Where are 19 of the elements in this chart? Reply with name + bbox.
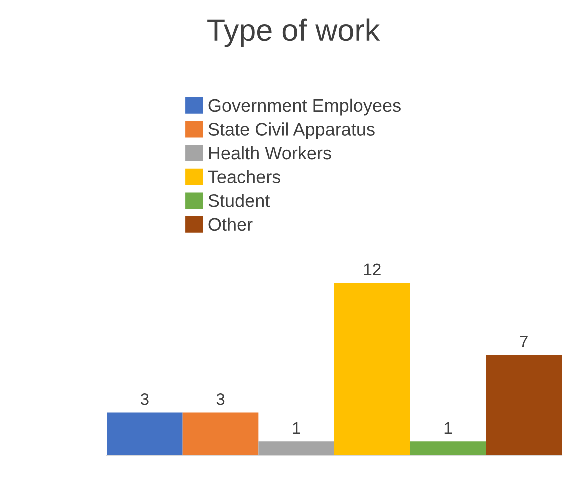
- legend-label: State Civil Apparatus: [208, 122, 375, 140]
- data-label: 1: [444, 422, 452, 434]
- bar: [410, 442, 486, 456]
- legend-label: Government Employees: [208, 98, 401, 116]
- bar: [486, 355, 562, 456]
- chart-title: Type of work: [208, 18, 380, 48]
- legend-label: Health Workers: [209, 146, 332, 160]
- bar: [107, 412, 183, 456]
- data-label: 3: [140, 393, 149, 406]
- data-label: 3: [216, 393, 225, 406]
- legend-label: Teachers: [208, 170, 281, 184]
- legend-label: Other: [208, 218, 253, 232]
- data-label: 1: [293, 422, 300, 434]
- bar: [182, 412, 259, 456]
- bar: [334, 283, 410, 456]
- data-label: 12: [364, 264, 381, 276]
- data-label: 7: [520, 336, 528, 348]
- bar: [258, 442, 334, 456]
- legend-label: Student: [208, 194, 270, 208]
